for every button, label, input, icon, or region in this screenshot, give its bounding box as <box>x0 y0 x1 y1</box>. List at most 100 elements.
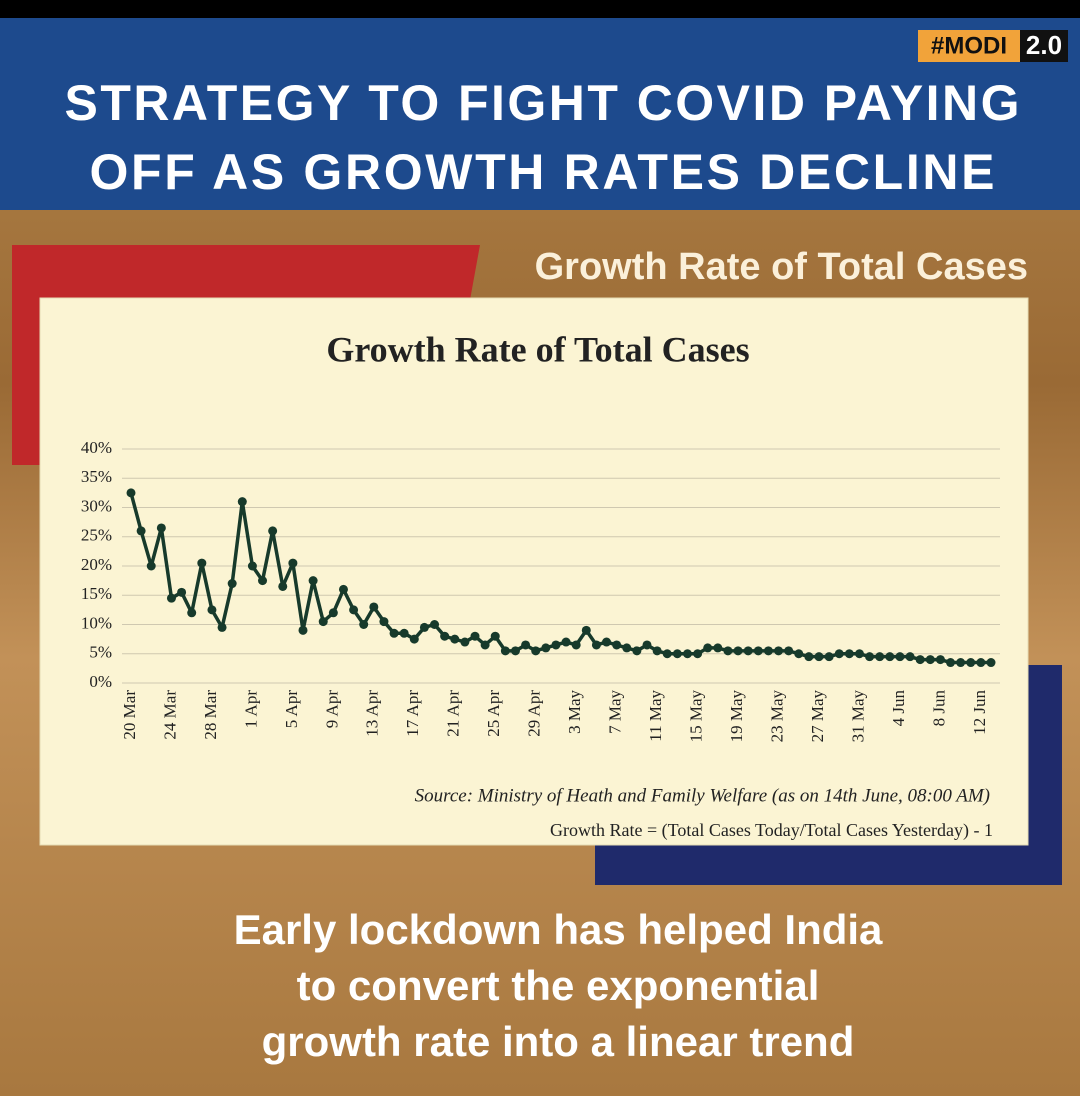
point <box>602 637 612 647</box>
x-tick-label: 29 Apr <box>525 690 544 737</box>
point <box>369 602 379 612</box>
point <box>136 526 146 536</box>
footer-line: Early lockdown has helped India <box>234 906 883 953</box>
point <box>146 561 156 571</box>
x-tick-label: 23 May <box>767 690 786 743</box>
point <box>531 646 541 656</box>
point <box>804 652 814 662</box>
chart-panel <box>39 297 1029 846</box>
x-tick-label: 4 Jun <box>889 690 908 727</box>
x-tick-label: 12 Jun <box>970 690 989 735</box>
point <box>824 652 834 662</box>
y-tick-label: 30% <box>81 496 112 515</box>
x-tick-label: 31 May <box>848 690 867 743</box>
point <box>662 649 672 659</box>
point <box>278 581 288 591</box>
point <box>318 617 328 627</box>
x-tick-label: 9 Apr <box>322 690 341 729</box>
y-tick-label: 40% <box>81 438 112 457</box>
x-tick-label: 25 Apr <box>484 690 503 737</box>
point <box>217 622 227 632</box>
x-tick-label: 27 May <box>808 690 827 743</box>
point <box>682 649 692 659</box>
point <box>207 605 217 615</box>
point <box>247 561 257 571</box>
y-tick-label: 0% <box>89 672 112 691</box>
x-tick-label: 11 May <box>646 690 665 742</box>
point <box>288 558 298 568</box>
footer-line: growth rate into a linear trend <box>262 1018 855 1065</box>
point <box>794 649 804 659</box>
point <box>854 649 864 659</box>
point <box>521 640 531 650</box>
point <box>156 523 166 533</box>
point <box>885 652 895 662</box>
point <box>935 655 945 665</box>
point <box>591 640 601 650</box>
point <box>946 658 956 668</box>
point <box>774 646 784 656</box>
formula-note: Growth Rate = (Total Cases Today/Total C… <box>550 820 993 841</box>
point <box>642 640 652 650</box>
point <box>409 634 419 644</box>
point <box>197 558 207 568</box>
x-tick-label: 1 Apr <box>241 690 260 729</box>
point <box>561 637 571 647</box>
point <box>308 576 318 586</box>
x-tick-label: 21 Apr <box>444 690 463 737</box>
point <box>419 622 429 632</box>
top-band <box>0 0 1080 18</box>
point <box>328 608 338 618</box>
x-tick-label: 28 Mar <box>201 690 220 740</box>
point <box>986 658 996 668</box>
y-tick-label: 10% <box>81 613 112 632</box>
point <box>632 646 642 656</box>
x-tick-label: 19 May <box>727 690 746 743</box>
x-tick-label: 8 Jun <box>929 690 948 727</box>
point <box>490 631 500 641</box>
point <box>430 620 440 629</box>
badge: #MODI <box>931 32 1007 59</box>
y-tick-label: 5% <box>89 643 112 662</box>
header-band <box>0 18 1080 210</box>
point <box>834 649 844 659</box>
point <box>379 617 389 627</box>
point <box>460 637 470 647</box>
point <box>713 643 723 653</box>
point <box>541 643 551 653</box>
point <box>359 620 369 629</box>
footer-line: to convert the exponential <box>297 962 820 1009</box>
point <box>956 658 966 668</box>
point <box>227 579 237 589</box>
point <box>784 646 794 656</box>
plot: 0% 5% 10% 15% 20% 25% 30% 35% 40% 20 Mar 24 Mar 28 … <box>81 438 1000 743</box>
point <box>177 587 187 597</box>
point <box>915 655 925 665</box>
point <box>733 646 743 656</box>
point <box>743 646 753 656</box>
y-tick-label: 35% <box>81 467 112 486</box>
point <box>237 497 247 507</box>
y-tick-label: 15% <box>81 584 112 603</box>
headline: OFF AS GROWTH RATES DECLINE <box>90 144 995 200</box>
x-tick-label: 5 Apr <box>282 690 301 729</box>
point <box>622 643 632 653</box>
point <box>753 646 763 656</box>
point <box>399 628 409 638</box>
point <box>966 658 976 668</box>
point <box>672 649 682 659</box>
point <box>652 646 662 656</box>
x-tick-label: 7 May <box>606 690 625 734</box>
point <box>925 655 935 665</box>
badge-version-box <box>1020 30 1068 62</box>
point <box>480 640 490 650</box>
source: Source: Ministry of Heath and Family Wel… <box>415 785 990 806</box>
point <box>581 625 591 635</box>
point <box>551 640 561 650</box>
x-tick-label: 17 Apr <box>403 690 422 737</box>
point <box>976 658 986 668</box>
point <box>187 608 197 618</box>
x-tick-label: 3 May <box>565 690 584 734</box>
